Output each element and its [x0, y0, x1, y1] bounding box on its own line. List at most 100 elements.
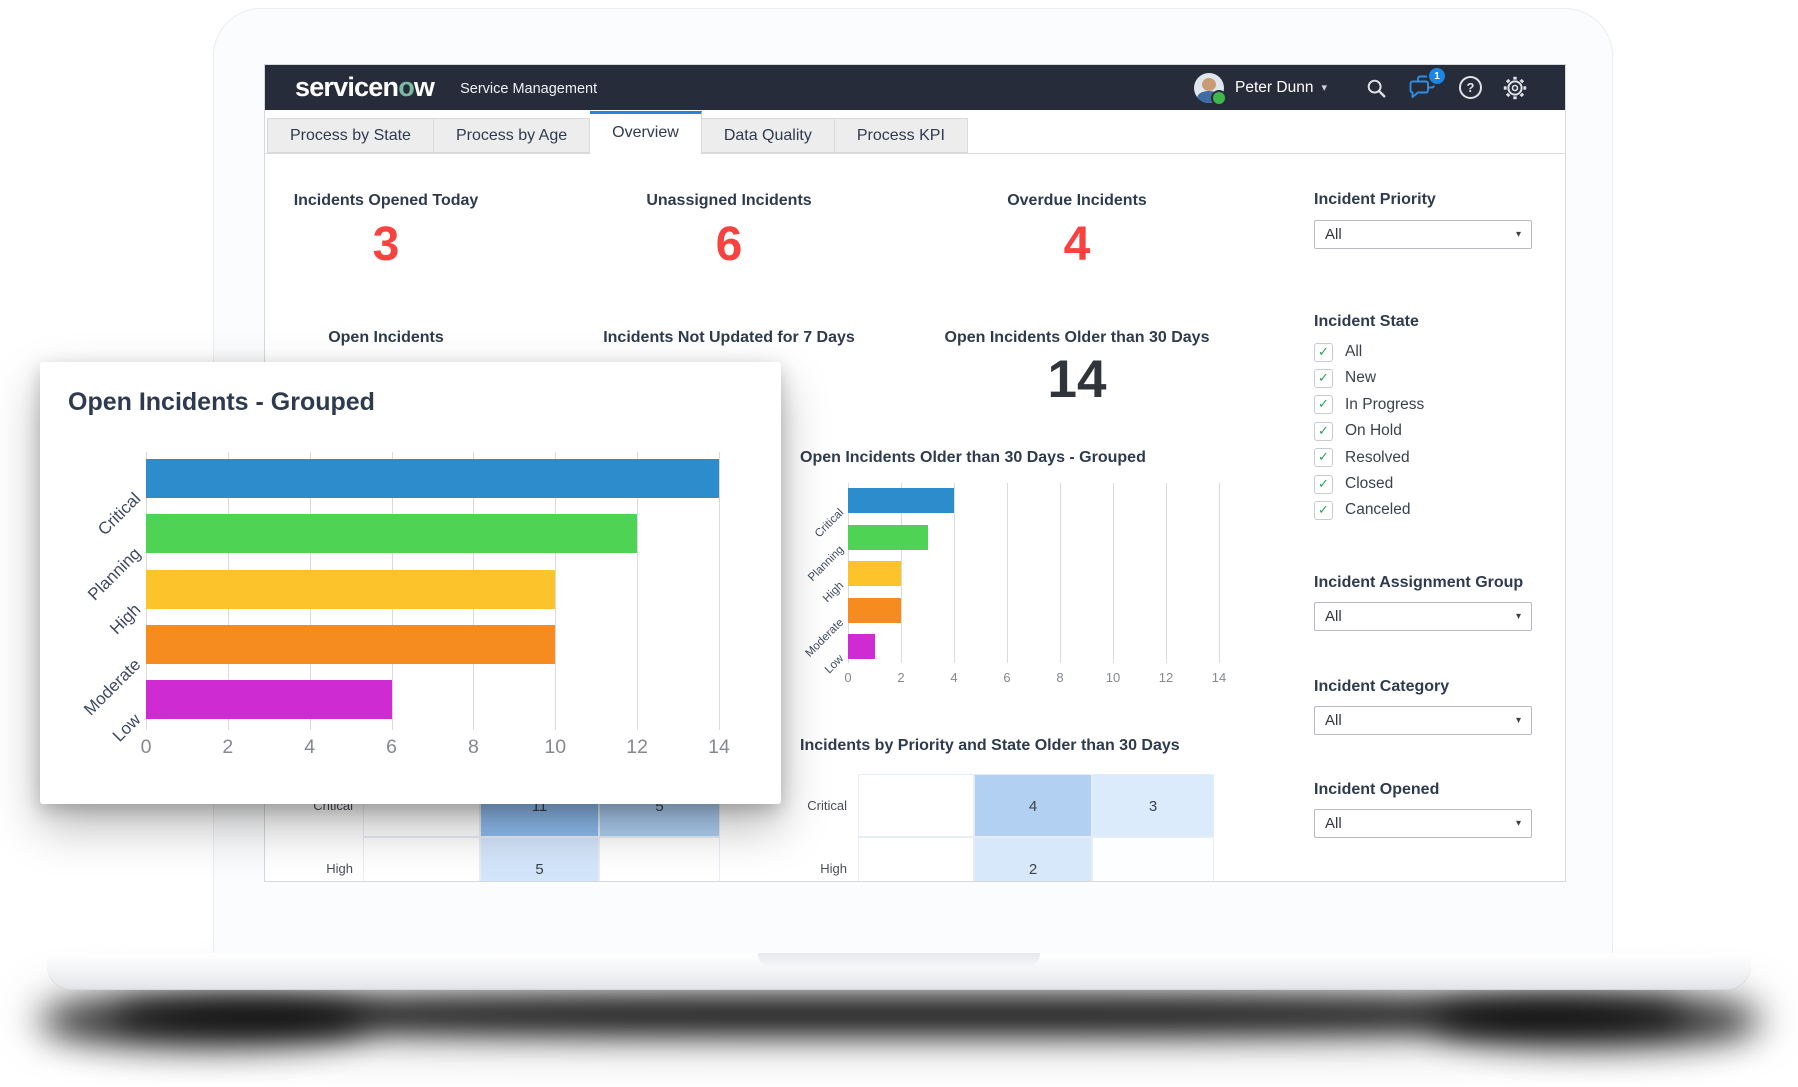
- checkbox-state-new[interactable]: ✓ New: [1314, 367, 1376, 389]
- x-tick-label: 12: [1158, 670, 1174, 685]
- incident-opened-dropdown[interactable]: All ▾: [1314, 809, 1532, 838]
- heatmap-older30-cell[interactable]: 3: [1092, 774, 1214, 837]
- tab-data-quality[interactable]: Data Quality: [701, 118, 835, 153]
- kpi-label: Open Incidents: [328, 329, 444, 346]
- gridline: [1166, 483, 1167, 663]
- x-tick-label: 10: [1105, 670, 1121, 685]
- chat-icon[interactable]: 1: [1408, 66, 1447, 100]
- checkbox-icon: ✓: [1314, 395, 1333, 415]
- heatmap-open-incidents-row-label-high: High: [326, 860, 353, 876]
- x-tick-label: 6: [386, 736, 397, 758]
- bar-high[interactable]: [146, 569, 556, 609]
- x-tick-label: 6: [1003, 670, 1011, 685]
- x-tick-label: 2: [897, 670, 905, 685]
- kpi-value[interactable]: 6: [715, 218, 743, 271]
- checkbox-state-canceled[interactable]: ✓ Canceled: [1314, 499, 1411, 521]
- x-tick-label: 8: [467, 736, 479, 758]
- x-tick-label: 10: [544, 736, 567, 758]
- bar-high[interactable]: [848, 561, 901, 587]
- filter-label-incident-priority: Incident Priority: [1314, 191, 1436, 208]
- gridline: [1219, 483, 1220, 663]
- chevron-down-icon[interactable]: ▾: [1321, 81, 1327, 94]
- kpi-value[interactable]: 4: [1063, 218, 1091, 271]
- caret-down-icon: ▾: [1515, 229, 1521, 240]
- heatmap-older30-cell[interactable]: [858, 837, 974, 881]
- gridline: [901, 483, 902, 663]
- kpi-value[interactable]: 3: [372, 218, 400, 271]
- notification-badge: 1: [1427, 66, 1447, 86]
- search-icon[interactable]: [1365, 77, 1387, 99]
- dropdown-value: All: [1325, 815, 1342, 832]
- checkbox-state-resolved[interactable]: ✓ Resolved: [1314, 447, 1410, 469]
- checkbox-icon: ✓: [1314, 421, 1333, 441]
- heatmap-older30-cell[interactable]: 4: [974, 774, 1092, 837]
- heatmap-open-incidents-cell[interactable]: [363, 837, 480, 881]
- heatmap-older30-cell[interactable]: [858, 774, 974, 837]
- checkbox-label: All: [1345, 343, 1363, 360]
- laptop-shadow: [40, 995, 370, 1047]
- category-label-critical: Critical: [812, 506, 847, 541]
- user-menu[interactable]: Peter Dunn: [1235, 78, 1314, 96]
- incident-category-dropdown[interactable]: All ▾: [1314, 706, 1532, 735]
- checkbox-state-all[interactable]: ✓ All: [1314, 341, 1362, 363]
- bar-low[interactable]: [146, 680, 392, 720]
- x-tick-label: 14: [708, 736, 730, 758]
- kpi-incidents-not-updated-for-7-days: Incidents Not Updated for 7 Days: [603, 329, 855, 347]
- kpi-label: Incidents Not Updated for 7 Days: [603, 329, 855, 346]
- caret-down-icon: ▾: [1515, 611, 1521, 622]
- gear-icon[interactable]: [1503, 76, 1527, 100]
- app-header: servicenow Service Management Peter Dunn…: [265, 65, 1565, 110]
- x-tick-label: 4: [950, 670, 958, 685]
- filter-label-incident-category: Incident Category: [1314, 678, 1450, 695]
- kpi-value[interactable]: 14: [1047, 350, 1107, 409]
- kpi-label: Unassigned Incidents: [646, 192, 812, 209]
- incident-assignment-group-dropdown[interactable]: All ▾: [1314, 602, 1532, 631]
- x-tick-label: 8: [1056, 670, 1064, 685]
- heatmap-older30-cell[interactable]: [1092, 837, 1214, 881]
- gridline: [1007, 483, 1008, 663]
- checkbox-state-closed[interactable]: ✓ Closed: [1314, 473, 1393, 495]
- kpi-open-incidents: Open Incidents: [328, 329, 444, 347]
- heatmap-open-incidents-cell[interactable]: [599, 837, 720, 881]
- checkbox-label: Closed: [1345, 475, 1394, 492]
- gridline: [1060, 483, 1061, 663]
- x-tick-label: 14: [1211, 670, 1227, 685]
- tab-overview[interactable]: Overview: [590, 111, 702, 154]
- kpi-incidents-opened-today: Incidents Opened Today 3: [294, 192, 479, 272]
- bar-moderate[interactable]: [146, 624, 556, 664]
- logo-text: w: [413, 72, 435, 102]
- bar-planning[interactable]: [848, 524, 928, 550]
- tab-process-kpi[interactable]: Process KPI: [834, 118, 968, 153]
- laptop-shadow: [1430, 995, 1760, 1047]
- heatmap-open-incidents-cell[interactable]: 5: [480, 837, 599, 881]
- tab-process-by-age[interactable]: Process by Age: [433, 118, 591, 153]
- laptop-frame: servicenow Service Management Peter Dunn…: [213, 8, 1613, 953]
- bar-critical[interactable]: [146, 459, 719, 498]
- bar-critical[interactable]: [848, 488, 954, 513]
- checkbox-icon: ✓: [1314, 474, 1333, 494]
- help-icon[interactable]: ?: [1459, 76, 1482, 99]
- checkbox-icon: ✓: [1314, 368, 1333, 388]
- laptop-shadow: [120, 996, 1680, 1034]
- bar-moderate[interactable]: [848, 597, 901, 623]
- dropdown-value: All: [1325, 712, 1342, 729]
- heatmap-older30-cell[interactable]: 2: [974, 837, 1092, 881]
- header-actions: Peter Dunn ▾: [1194, 66, 1565, 106]
- filter-label-incident-opened: Incident Opened: [1314, 781, 1440, 798]
- gridline: [555, 452, 557, 730]
- avatar[interactable]: [1194, 72, 1228, 106]
- product-title: Service Management: [460, 81, 598, 97]
- app-window: servicenow Service Management Peter Dunn…: [264, 64, 1566, 882]
- tab-process-by-state[interactable]: Process by State: [267, 118, 434, 153]
- incident-priority-dropdown[interactable]: All ▾: [1314, 220, 1532, 249]
- x-tick-label: 2: [222, 736, 234, 758]
- checkbox-label: On Hold: [1345, 422, 1402, 440]
- filter-label-assignment-group: Incident Assignment Group: [1314, 574, 1524, 591]
- popup-title: Open Incidents - Grouped: [68, 388, 375, 416]
- checkbox-state-in-progress[interactable]: ✓ In Progress: [1314, 394, 1424, 416]
- checkbox-state-on-hold[interactable]: ✓ On Hold: [1314, 420, 1402, 442]
- bar-planning[interactable]: [146, 514, 638, 554]
- dropdown-value: All: [1325, 226, 1342, 243]
- bar-low[interactable]: [848, 634, 875, 660]
